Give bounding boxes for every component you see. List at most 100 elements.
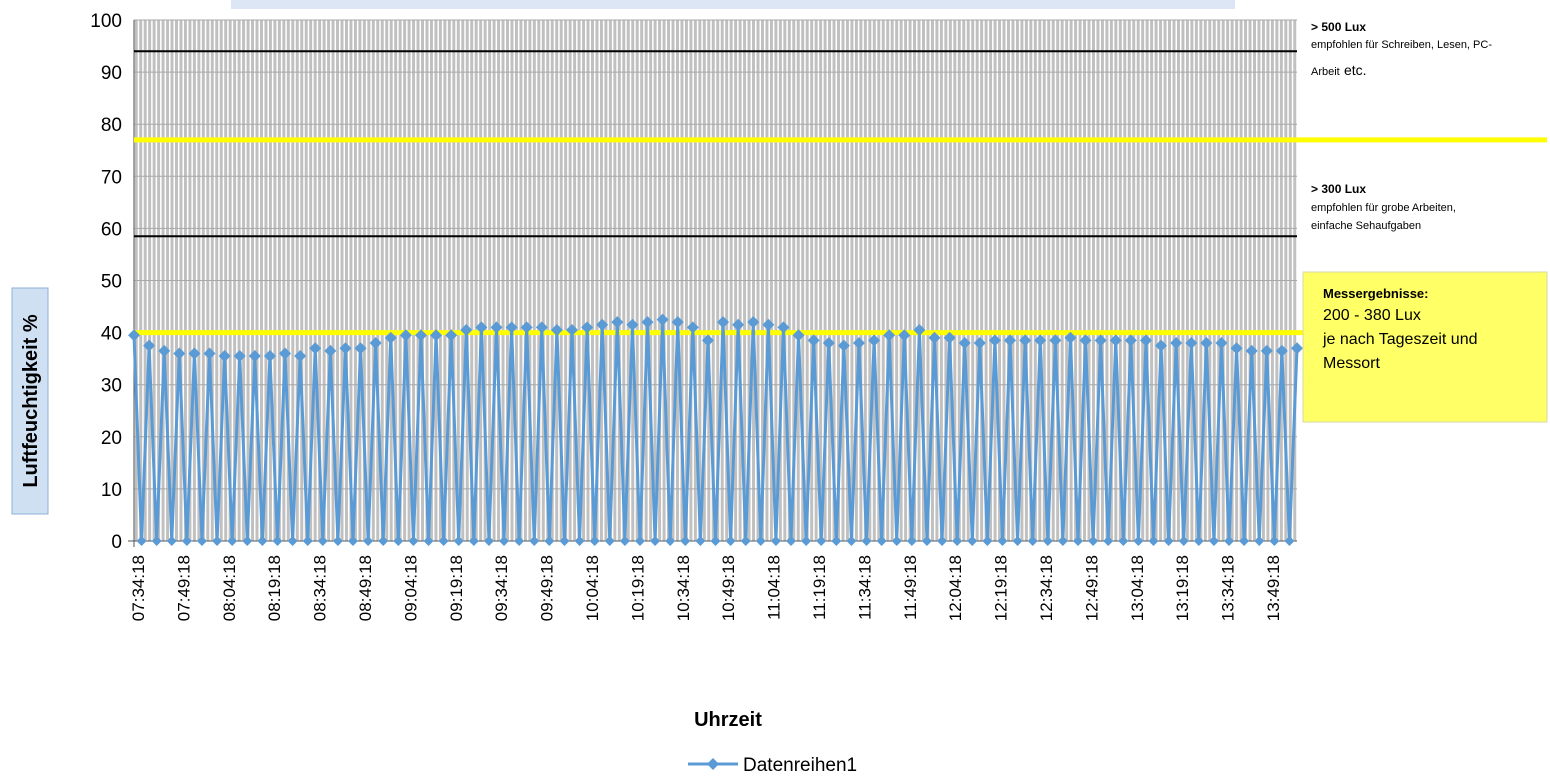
annotation-300-line2: einfache Sehaufgaben: [1311, 220, 1421, 232]
x-tick-label: 13:19:18: [1173, 555, 1192, 621]
measurement-box: Messergebnisse: 200 - 380 Lux je nach Ta…: [1302, 271, 1548, 423]
zero-point-marker: [1208, 536, 1219, 546]
data-point-marker: [943, 331, 956, 344]
data-point-marker: [566, 323, 579, 336]
zero-point-marker: [1133, 536, 1144, 546]
y-tick-label: 0: [111, 532, 122, 553]
zero-point-marker: [710, 536, 721, 546]
zero-point-marker: [1088, 536, 1099, 546]
y-tick-label: 70: [101, 167, 122, 188]
data-point-marker: [1124, 334, 1137, 347]
zero-point-marker: [876, 536, 887, 546]
data-point-marker: [233, 350, 246, 363]
x-tick-label: 11:19:18: [810, 555, 829, 620]
x-tick-label: 10:34:18: [674, 555, 693, 621]
zero-point-marker: [1254, 536, 1265, 546]
data-point-marker: [339, 342, 352, 355]
series-group: [128, 313, 1303, 546]
zero-point-marker: [332, 536, 343, 546]
data-point-marker: [490, 321, 503, 334]
data-point-marker: [807, 334, 820, 347]
zero-point-marker: [816, 536, 827, 546]
zero-point-marker: [438, 536, 449, 546]
zero-point-marker: [1148, 536, 1159, 546]
data-point-marker: [460, 323, 473, 336]
zero-point-marker: [695, 536, 706, 546]
y-axis-title: Luftfeuchtigkeit %: [20, 314, 42, 488]
data-point-marker: [717, 316, 730, 329]
zero-point-marker: [499, 536, 510, 546]
data-point-marker: [203, 347, 216, 360]
data-point-marker: [535, 321, 548, 334]
x-tick-label: 10:04:18: [583, 555, 602, 621]
x-tick-label: 12:49:18: [1082, 555, 1101, 621]
zero-point-marker: [212, 536, 223, 546]
zero-point-marker: [1178, 536, 1189, 546]
data-point-marker: [248, 350, 261, 363]
zero-point-marker: [302, 536, 313, 546]
zero-point-marker: [1012, 536, 1023, 546]
data-point-marker: [279, 347, 292, 360]
x-tick-label: 09:49:18: [538, 555, 557, 621]
x-tick-label: 07:34:18: [129, 555, 148, 621]
x-tick-label: 08:34:18: [311, 555, 330, 621]
legend-label: Datenreihen1: [743, 755, 857, 776]
data-point-marker: [1079, 334, 1092, 347]
zero-point-marker: [1163, 536, 1174, 546]
zero-point-marker: [378, 536, 389, 546]
annotation-500-line2: Arbeit: [1311, 66, 1340, 78]
data-point-marker: [173, 347, 186, 360]
annotation-300-lux: > 300 Lux empfohlen für grobe Arbeiten, …: [1311, 182, 1456, 232]
data-point-marker: [913, 323, 926, 336]
zero-point-marker: [196, 536, 207, 546]
y-tick-label: 10: [101, 480, 122, 501]
data-point-marker: [1230, 342, 1243, 355]
measurement-head: Messergebnisse:: [1323, 286, 1429, 301]
data-point-marker: [369, 337, 382, 350]
data-point-marker: [1185, 337, 1198, 350]
zero-point-marker: [393, 536, 404, 546]
data-point-marker: [762, 318, 775, 331]
y-axis-title-box: Luftfeuchtigkeit %: [11, 287, 49, 515]
legend-swatch-marker: [707, 758, 719, 770]
zero-point-marker: [1224, 536, 1235, 546]
zero-point-marker: [1027, 536, 1038, 546]
annotation-500-etc: etc.: [1344, 62, 1367, 78]
zero-point-marker: [665, 536, 676, 546]
data-point-marker: [928, 331, 941, 344]
data-point-marker: [656, 313, 669, 326]
annotation-500-line1: empfohlen für Schreiben, Lesen, PC-: [1311, 39, 1492, 51]
annotation-300-head: > 300 Lux: [1311, 182, 1366, 196]
data-point-marker: [596, 318, 609, 331]
data-point-marker: [1109, 334, 1122, 347]
data-point-marker: [128, 329, 140, 342]
data-point-marker: [520, 321, 533, 334]
zero-point-marker: [906, 536, 917, 546]
annotation-500-lux: > 500 Lux empfohlen für Schreiben, Lesen…: [1311, 20, 1492, 78]
data-point-marker: [505, 321, 518, 334]
data-point-marker: [792, 329, 805, 342]
data-point-marker: [1245, 344, 1258, 357]
data-point-marker: [309, 342, 322, 355]
zero-point-marker: [363, 536, 374, 546]
data-point-marker: [1094, 334, 1107, 347]
data-point-marker: [1215, 337, 1228, 350]
zero-point-marker: [453, 536, 464, 546]
zero-point-marker: [725, 536, 736, 546]
zero-point-marker: [1269, 536, 1280, 546]
y-tick-label: 60: [101, 219, 122, 240]
x-tick-label: 10:19:18: [628, 555, 647, 621]
data-point-marker: [143, 339, 156, 352]
data-point-marker: [581, 321, 594, 334]
zero-point-marker: [257, 536, 268, 546]
x-tick-label: 08:49:18: [356, 555, 375, 621]
x-tick-label: 13:04:18: [1128, 555, 1147, 621]
zero-point-marker: [348, 536, 359, 546]
zero-point-marker: [136, 536, 147, 546]
data-point-marker: [898, 329, 911, 342]
measurement-line2: je nach Tageszeit und: [1322, 331, 1477, 348]
data-point-marker: [1170, 337, 1183, 350]
x-axis-ticks: 07:34:18 07:49:18 08:04:18 08:19:18 08:34:18…: [129, 555, 1283, 621]
data-point-marker: [399, 329, 412, 342]
zero-point-marker: [755, 536, 766, 546]
